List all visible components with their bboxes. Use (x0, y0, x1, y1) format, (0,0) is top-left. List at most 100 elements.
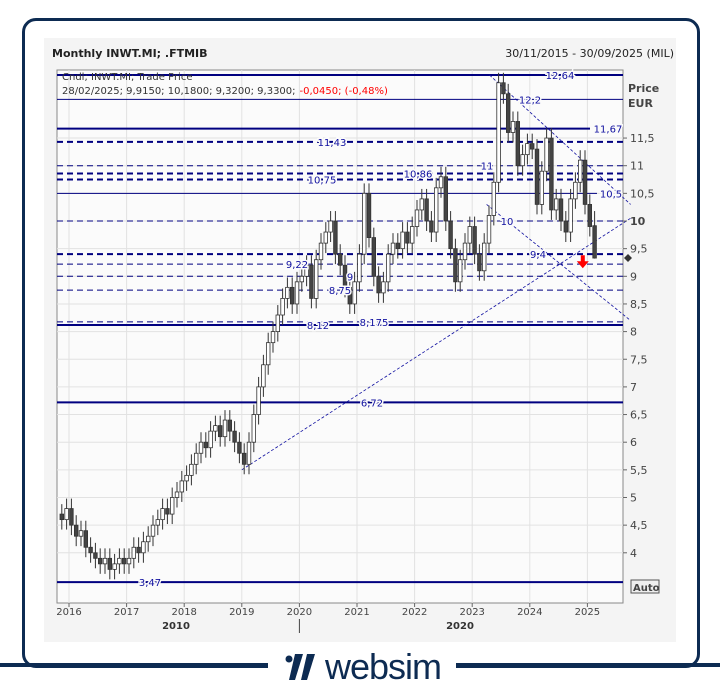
candle-body (395, 242, 400, 250)
candle-body (93, 552, 98, 559)
y-tick-label: 4 (630, 547, 637, 560)
x-tick-label: 2024 (517, 607, 542, 618)
candle-body (424, 198, 429, 222)
trendline (241, 217, 631, 471)
candle-body (544, 137, 549, 172)
candle-body (150, 524, 156, 537)
candle-body (280, 298, 285, 316)
candle-body (481, 242, 487, 272)
x-tick-label: 2025 (575, 607, 600, 618)
legend-line1: Cndl; INWT.MI; Trade Price (62, 72, 193, 83)
candle-body (366, 192, 372, 238)
candle-body (208, 430, 213, 449)
candle-body (83, 530, 88, 548)
candle-body (573, 181, 578, 200)
candle-body (141, 541, 146, 554)
y-tick-label: 7 (630, 381, 637, 394)
candle-body (165, 508, 170, 515)
y-tick-label: 9,5 (630, 243, 648, 256)
x-tick-label: 2023 (459, 607, 484, 618)
candle-body (59, 513, 64, 521)
candle-body (534, 148, 540, 205)
candle-body (122, 557, 127, 565)
candle-body (174, 491, 180, 498)
candle-body (467, 226, 472, 244)
legend-change: -0,0450; (-0,48%) (300, 86, 388, 97)
candle-body (222, 419, 228, 438)
candle-body (554, 198, 559, 211)
candle-body (409, 226, 415, 244)
legend-values: 28/02/2025; 9,9150; 10,1800; 9,3200; 9,3… (62, 86, 296, 97)
candle-body (169, 497, 175, 515)
candle-body (145, 535, 151, 543)
candle-body (520, 154, 525, 167)
candle-body (491, 181, 496, 216)
candle-body (578, 159, 583, 183)
level-label: 9,22 (286, 260, 308, 271)
y-tick-label: 6 (630, 436, 637, 449)
candle-body (299, 275, 304, 283)
level-label: 12,2 (519, 95, 541, 106)
candle-body (443, 176, 448, 222)
level-label: 8,75 (329, 286, 351, 297)
trendline (486, 204, 631, 321)
candle-body (184, 474, 189, 482)
x-tick-label: 2020 (287, 607, 312, 618)
candle-body (333, 220, 338, 255)
x-tick-label: 2022 (402, 607, 427, 618)
candle-body (241, 452, 247, 465)
candle-body (486, 215, 492, 244)
candle-body (189, 463, 194, 476)
y-tick-label: 5,5 (630, 464, 648, 477)
candle-body (313, 259, 319, 299)
candle-body (462, 242, 468, 261)
candle-body (256, 386, 261, 415)
sell-arrow-icon (576, 255, 589, 269)
candle-body (592, 225, 597, 259)
candle-body (193, 452, 199, 465)
candle-body (549, 137, 554, 211)
x-tick-label: 2019 (229, 607, 254, 618)
level-label: 3,47 (139, 578, 161, 589)
candle-body (126, 557, 132, 565)
level-label: 6,72 (361, 398, 383, 409)
candle-body (505, 93, 511, 133)
auto-button[interactable]: Auto (630, 579, 660, 594)
level-label: 10,86 (404, 169, 433, 180)
y-tick-label: 8 (630, 326, 637, 339)
candle-body (304, 264, 309, 277)
candle-body (270, 331, 276, 344)
trendline (489, 74, 631, 205)
candle-body (563, 220, 568, 233)
websim-logo-text: websim (324, 646, 442, 687)
last-price-marker (624, 254, 632, 263)
candle-body (117, 557, 122, 565)
candle-body (265, 342, 271, 366)
y-tick-label: 9 (630, 270, 637, 283)
y-tick-label: 10,5 (630, 187, 655, 200)
candle-body (558, 198, 564, 222)
candle-body (232, 430, 237, 443)
x-tick-label: 2017 (114, 607, 139, 618)
y-tick-label: 11,5 (630, 132, 655, 145)
candle-body (160, 508, 165, 521)
candle-body (237, 441, 242, 454)
candle-body (376, 275, 381, 294)
candle-body (433, 187, 439, 233)
candle-body (309, 264, 314, 299)
candle-body (587, 204, 592, 227)
websim-footer: websim (0, 646, 720, 687)
candle-body (78, 530, 84, 537)
auto-button-label: Auto (633, 583, 660, 594)
candle-body (501, 82, 506, 95)
candle-body (352, 281, 357, 305)
y-tick-label: 7,5 (630, 353, 648, 366)
level-label: 8,12 (307, 321, 329, 332)
candle-body (525, 143, 530, 156)
candle-body (530, 143, 535, 150)
websim-logo-icon (285, 654, 315, 680)
candle-body (217, 425, 223, 438)
level-label: 9 (347, 272, 353, 283)
y-tick-label: 8,5 (630, 298, 648, 311)
